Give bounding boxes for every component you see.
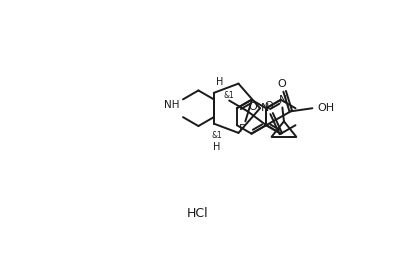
Text: H: H [213, 142, 220, 152]
Text: O: O [264, 101, 273, 111]
Text: F: F [239, 124, 245, 134]
Text: &1: &1 [212, 132, 222, 140]
Text: O: O [248, 102, 257, 112]
Text: OH: OH [318, 103, 335, 113]
Text: N: N [260, 103, 269, 113]
Text: NH: NH [164, 100, 180, 110]
Text: H: H [216, 77, 224, 87]
Text: O: O [277, 78, 286, 89]
Text: &1: &1 [224, 91, 235, 100]
Text: N: N [279, 95, 287, 105]
Text: HCl: HCl [187, 207, 208, 220]
